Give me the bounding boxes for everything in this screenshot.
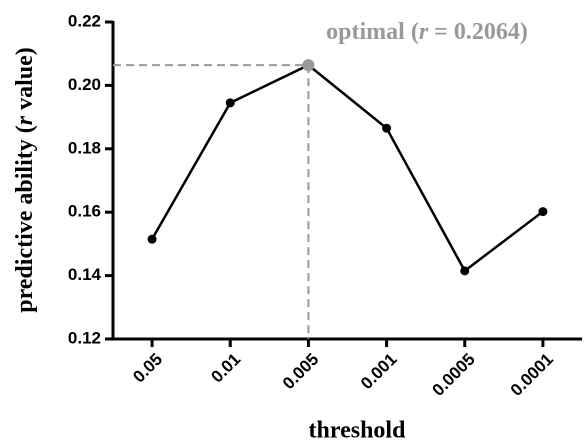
point (225, 98, 235, 108)
line (150, 63, 544, 273)
y-axis-label: predictive ability (r value) (12, 47, 38, 313)
y-label-part: r (12, 115, 38, 125)
y-tick-label: 0.14 (68, 265, 102, 284)
point (460, 266, 470, 276)
y-tick-label: 0.20 (68, 75, 101, 94)
point (382, 123, 392, 133)
x-tick-label: 0.0001 (507, 350, 557, 400)
y-label-part: predictive ability ( (12, 125, 38, 313)
x-tick-label: 0.0005 (429, 350, 479, 400)
point (538, 207, 548, 217)
point (147, 234, 157, 244)
y-tick-label: 0.18 (68, 138, 101, 157)
annotation-part: optimal ( (326, 19, 419, 45)
x-tick-label: 0.05 (129, 350, 166, 387)
annotation-part: r (419, 19, 429, 45)
x-axis-label: threshold (309, 418, 407, 444)
x-tick-label: 0.001 (357, 350, 401, 394)
x-tick-label: 0.005 (279, 350, 323, 394)
annotation-part: = 0.2064) (428, 19, 528, 45)
y-label-part: value) (12, 47, 38, 116)
x-tick-label: 0.01 (207, 350, 244, 387)
y-tick-label: 0.22 (68, 11, 101, 30)
annotation: optimal (r = 0.2064) (326, 19, 528, 45)
y-tick-label: 0.12 (68, 328, 101, 347)
point (302, 59, 315, 72)
y-tick-label: 0.16 (68, 202, 101, 221)
